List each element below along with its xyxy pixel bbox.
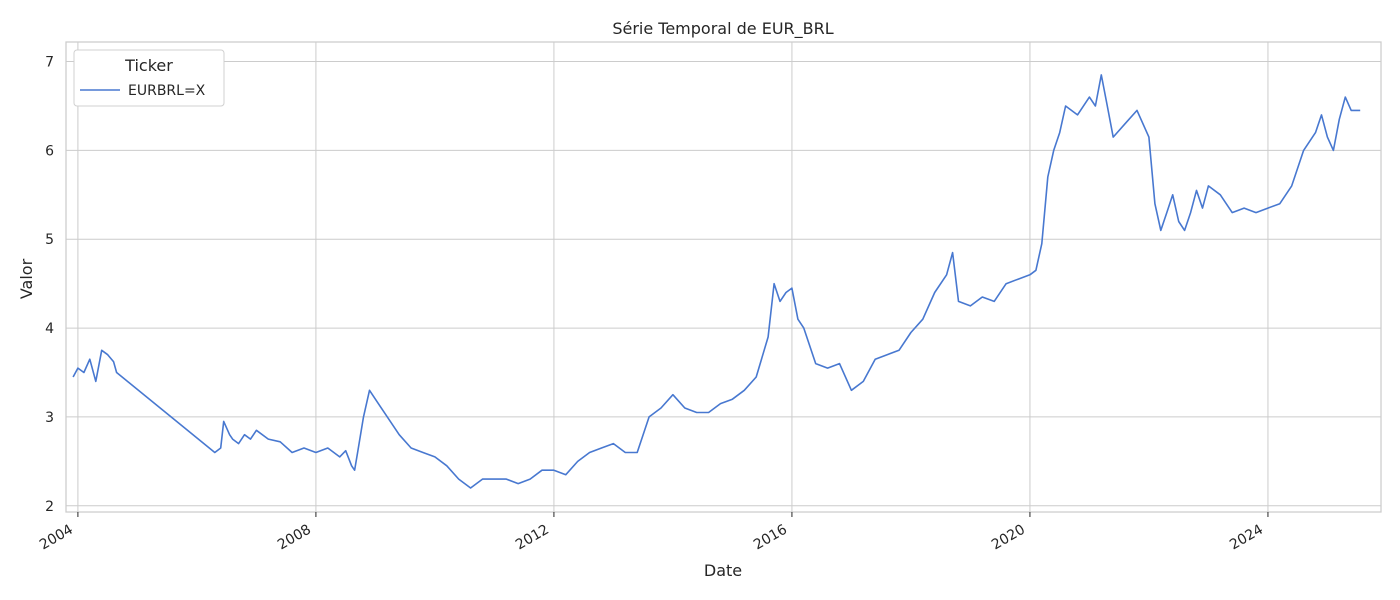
legend-entry-label: EURBRL=X (128, 83, 206, 99)
x-tick-label: 2008 (275, 522, 314, 554)
legend: Ticker EURBRL=X (73, 49, 225, 107)
x-axis-ticks: 2004 2008 2012 2016 2020 2024 (37, 512, 1269, 554)
y-axis-label: Valor (17, 258, 36, 299)
y-tick-label: 2 (45, 499, 54, 515)
plot-area (65, 41, 1382, 513)
y-tick-label: 5 (45, 232, 54, 248)
y-tick-label: 3 (45, 410, 54, 426)
y-tick-label: 4 (45, 321, 54, 337)
chart-title: Série Temporal de EUR_BRL (612, 19, 833, 39)
y-tick-label: 7 (45, 55, 54, 71)
series-layer (72, 74, 1361, 489)
x-tick-label: 2004 (37, 522, 76, 554)
x-tick-label: 2016 (751, 522, 790, 554)
legend-box (73, 49, 225, 107)
x-tick-label: 2012 (513, 522, 552, 554)
x-axis-label: Date (704, 561, 742, 580)
x-tick-label: 2020 (989, 522, 1028, 554)
legend-title: Ticker (124, 56, 173, 75)
y-axis-ticks: 2 3 4 5 6 7 (45, 55, 54, 515)
series-line-eurbrl (72, 74, 1361, 489)
y-tick-label: 6 (45, 143, 54, 159)
x-tick-label: 2024 (1227, 522, 1266, 554)
grid (66, 42, 1381, 512)
